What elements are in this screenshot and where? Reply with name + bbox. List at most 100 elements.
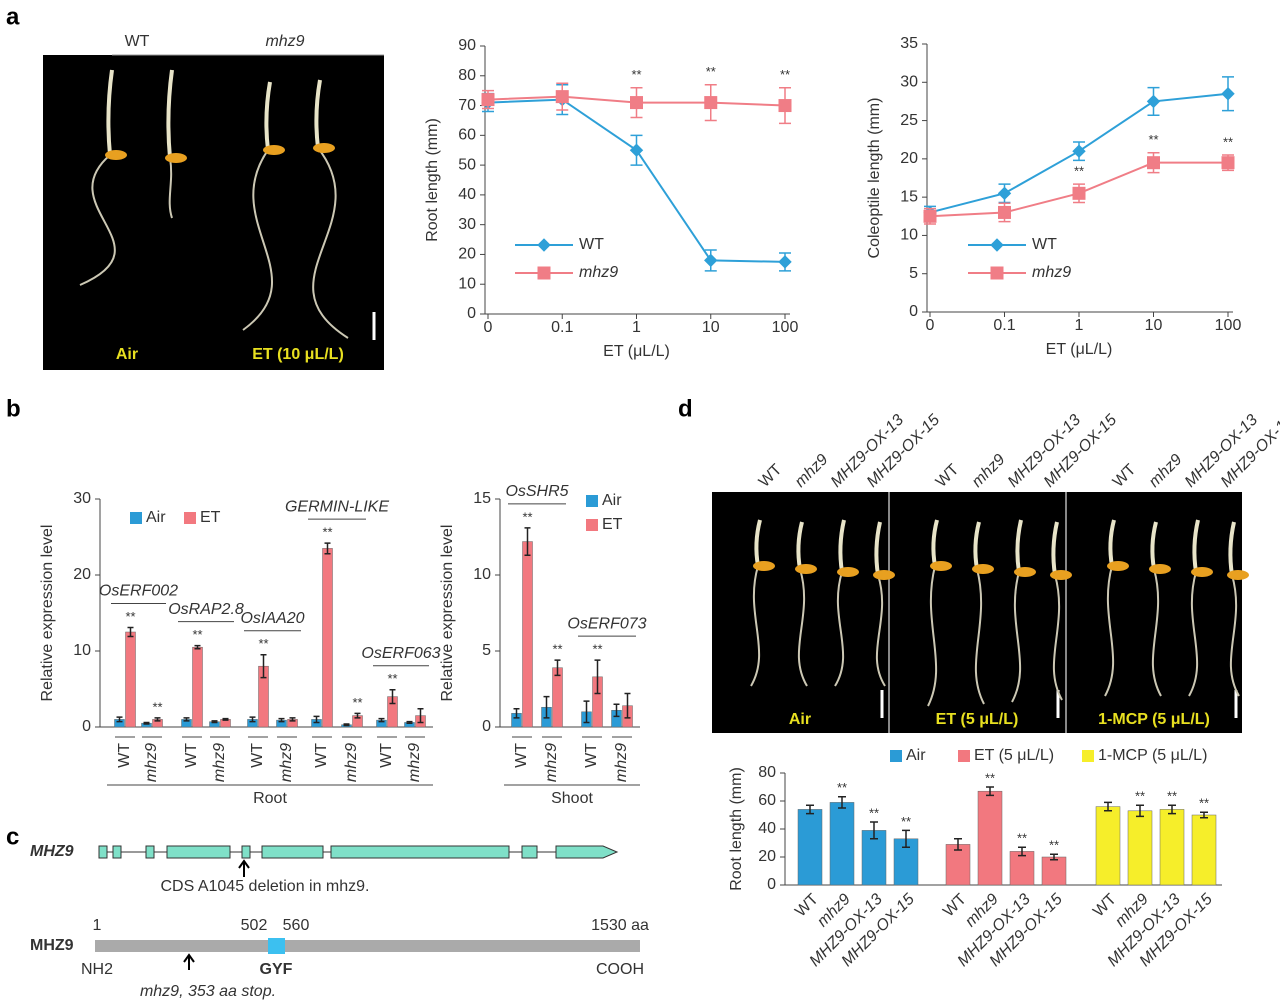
significance: ** [1199,796,1209,811]
y-tick-label: 60 [458,127,476,144]
root [1151,568,1162,697]
marker [537,266,551,280]
seed [1107,561,1129,571]
root [168,157,173,219]
y-axis-label: Root length (mm) [728,767,745,891]
error-bar [289,717,296,722]
error-bar [870,821,878,840]
error-bar [554,659,561,677]
y-tick-label: 0 [82,718,91,735]
error-bar [378,717,385,723]
error-bar [594,659,601,695]
shoot [874,521,882,576]
legend-label: mhz9 [579,264,618,281]
arrow [183,953,195,970]
bar [1159,809,1185,886]
root [1052,574,1063,701]
y-tick-label: 90 [458,37,476,54]
error-bar [278,717,285,723]
seed [313,143,335,153]
significance: ** [152,699,162,714]
error-bar [1018,846,1026,857]
x-tick-label: mhz9 [343,743,360,782]
bar [945,844,971,886]
position-label: 560 [283,917,310,934]
seed [972,564,994,574]
y-tick-label: 5 [909,265,918,282]
annotation: CDS A1045 deletion in mhz9. [160,878,369,895]
marker [990,266,1004,280]
error-bar [249,716,256,723]
x-tick-label: mhz9 [543,743,560,782]
y-tick-label: 80 [758,764,776,781]
root [750,565,761,687]
seed [930,561,952,571]
domain [268,938,285,954]
gene-label: GERMIN-LIKE [285,498,389,515]
group-label: Root [253,790,287,807]
shoot [166,69,174,159]
bar [1041,856,1067,886]
gene-model: MHZ9 CDS A1045 deletion in mhz9. MHZ9 1 … [30,843,649,1000]
y-tick-label: 35 [900,35,918,52]
error-bar [143,721,150,725]
shoot [838,519,846,573]
legend-swatch [586,519,598,531]
significance: ** [258,636,268,651]
seed [105,150,127,160]
error-bar [543,695,550,719]
x-tick-label: mhz9 [613,743,630,782]
photo-label: ET (5 μL/L) [936,711,1019,728]
gene-label: OsERF063 [361,645,440,662]
position-label: 1 [93,917,102,934]
protein-bar [95,940,640,952]
panel-label: c [6,823,19,850]
shoot [106,69,114,156]
significance: ** [125,609,135,624]
significance: ** [901,814,911,829]
x-tick-label: 100 [772,319,799,336]
marker [630,96,643,110]
domain-label: GYF [260,961,293,978]
x-tick-label: 100 [1215,317,1242,334]
marker [998,205,1011,219]
error-bar [389,689,396,705]
x-tick-label: 0 [484,319,493,336]
error-bar [116,716,123,723]
x-axis-label: ET (μL/L) [603,343,670,360]
legend-swatch [890,750,902,762]
x-tick-label: 0.1 [551,319,573,336]
bar [1127,810,1153,886]
marker [1072,186,1086,200]
marker [1221,87,1235,101]
root [1011,571,1022,703]
exons [98,845,619,859]
y-tick-label: 15 [900,188,918,205]
gene-label: OsIAA20 [240,610,304,627]
error-bar [624,692,631,719]
seed [1227,570,1249,580]
error-bar [583,700,590,724]
bar [552,667,563,728]
legend-label: 1-MCP (5 μL/L) [1098,747,1207,764]
arrow [238,859,250,877]
root [1188,571,1199,697]
error-bar [343,723,350,727]
shoot [1015,519,1023,573]
panel-label: a [6,3,20,30]
bar [1095,806,1121,886]
significance: ** [387,671,397,686]
error-bar [1200,811,1208,819]
significance: ** [1017,831,1027,846]
terminus: NH2 [81,961,113,978]
photo-label: Air [789,711,811,728]
significance: ** [1049,838,1059,853]
error-bar [406,720,413,724]
gene-label: OsSHR5 [505,483,568,500]
gene-name: MHZ9 [30,843,74,860]
marker [1146,94,1161,109]
root [834,571,845,687]
significance: ** [706,64,716,79]
root [1229,574,1240,697]
significance: ** [631,67,641,82]
